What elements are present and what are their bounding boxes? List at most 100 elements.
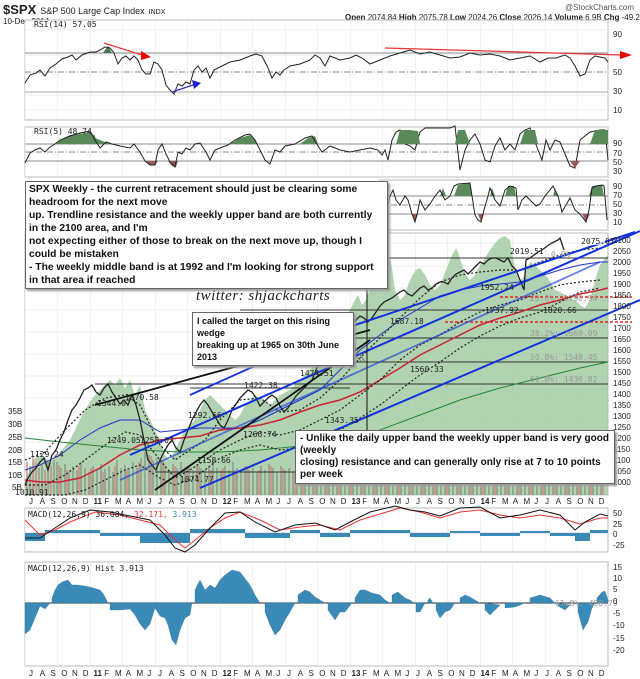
low-label: Low xyxy=(450,13,467,22)
svg-text:-15: -15 xyxy=(613,634,625,643)
x-tick: 11 xyxy=(94,497,103,506)
main-annotation: SPX Weekly - the current retracement sho… xyxy=(25,181,388,289)
x-tick: O xyxy=(448,669,454,678)
x-tick: 11 xyxy=(94,669,103,678)
x-tick: A xyxy=(427,497,433,506)
svg-text:1150: 1150 xyxy=(613,445,631,454)
svg-text:2019.51: 2019.51 xyxy=(510,247,544,256)
x-tick: O xyxy=(61,497,67,506)
x-tick: J xyxy=(287,497,291,506)
svg-text:2050: 2050 xyxy=(613,247,631,256)
high-value: 2075.78 xyxy=(418,13,448,22)
low-value: 2024.26 xyxy=(468,13,498,22)
svg-text:-10: -10 xyxy=(613,621,625,630)
x-tick: A xyxy=(384,497,390,506)
x-tick: O xyxy=(319,497,325,506)
svg-text:1952.24: 1952.24 xyxy=(480,283,514,292)
svg-text:1560.33: 1560.33 xyxy=(410,365,444,374)
svg-text:1158.66: 1158.66 xyxy=(197,456,231,465)
svg-text:38.2%: 1660.09: 38.2%: 1660.09 xyxy=(530,329,598,338)
svg-text:50.0%: 1548.45: 50.0%: 1548.45 xyxy=(530,353,598,362)
svg-text:1370.58: 1370.58 xyxy=(125,393,159,402)
volume-value: 6.9B xyxy=(585,13,602,22)
svg-text:1950: 1950 xyxy=(613,269,631,278)
x-tick: N xyxy=(201,497,207,506)
x-tick: M xyxy=(137,669,144,678)
macd-axis: 50 25 0 -25 xyxy=(613,509,625,550)
svg-text:1249.05: 1249.05 xyxy=(107,436,141,445)
x-tick: J xyxy=(416,497,420,506)
hist-bars xyxy=(24,569,609,646)
svg-text:1129.24: 1129.24 xyxy=(30,450,64,459)
x-tick: J xyxy=(158,669,162,678)
band-annotation: - Unlike the daily upper band the weekly… xyxy=(295,430,615,484)
x-tick: S xyxy=(51,669,56,678)
x-tick: J xyxy=(534,669,538,678)
x-tick: N xyxy=(588,497,594,506)
x-tick: J xyxy=(416,669,420,678)
chg-value: -49.23 (-2.37%) xyxy=(621,13,640,22)
svg-text:1343.35: 1343.35 xyxy=(325,416,359,425)
x-tick: D xyxy=(470,669,476,678)
x-tick: M xyxy=(137,497,144,506)
x-tick: J xyxy=(29,669,33,678)
svg-text:1450: 1450 xyxy=(613,379,631,388)
svg-text:1820.66: 1820.66 xyxy=(543,306,577,315)
svg-text:1266.74: 1266.74 xyxy=(243,430,277,439)
rsi14-axis: 90 50 30 10 xyxy=(613,30,622,115)
x-axis-bottom: J A S O N D 11 F M A M J J A S O N D 12 F M A M J J A S O N D 13 F M A M J J… xyxy=(29,669,605,678)
x-tick: M xyxy=(244,669,251,678)
macd-panel xyxy=(24,505,609,553)
svg-text:-25: -25 xyxy=(613,541,625,550)
rsi5-panel xyxy=(24,125,609,178)
close-value: 2026.14 xyxy=(523,13,553,22)
x-tick: J xyxy=(158,497,162,506)
x-tick: M xyxy=(502,669,509,678)
x-tick: F xyxy=(491,497,496,506)
x-tick: D xyxy=(83,497,89,506)
x-tick: M xyxy=(115,497,122,506)
x-tick: F xyxy=(104,497,109,506)
x-tick: N xyxy=(459,497,465,506)
x-tick: O xyxy=(190,669,196,678)
x-tick: N xyxy=(72,497,78,506)
x-tick: N xyxy=(201,669,207,678)
x-tick: A xyxy=(40,497,46,506)
macd-label: MACD(12,26,9) 36.084, 32.171, 3.913 xyxy=(28,510,197,519)
svg-text:0: 0 xyxy=(613,597,618,606)
svg-text:15B: 15B xyxy=(8,458,22,467)
svg-text:1850: 1850 xyxy=(613,291,631,300)
svg-text:10B: 10B xyxy=(8,471,22,480)
x-tick: A xyxy=(556,497,562,506)
svg-text:90: 90 xyxy=(613,139,622,148)
x-tick: O xyxy=(61,669,67,678)
x-tick: A xyxy=(513,669,519,678)
x-tick: O xyxy=(319,669,325,678)
x-tick: N xyxy=(330,669,336,678)
x-tick: J xyxy=(276,669,280,678)
svg-text:0.0%: 0.0% xyxy=(551,250,570,259)
svg-text:90: 90 xyxy=(613,182,622,191)
x-tick: A xyxy=(40,669,46,678)
x-tick: J xyxy=(545,669,549,678)
exchange: INDX xyxy=(148,9,166,16)
svg-text:1474.51: 1474.51 xyxy=(300,369,334,378)
x-tick: 14 xyxy=(481,669,490,678)
x-tick: J xyxy=(287,669,291,678)
svg-text:30B: 30B xyxy=(8,420,22,429)
x-tick: J xyxy=(147,669,151,678)
svg-text:30: 30 xyxy=(613,87,622,96)
x-tick: A xyxy=(298,669,304,678)
svg-text:1600: 1600 xyxy=(613,346,631,355)
ohlc-bar: Open 2074.84 High 2075.78 Low 2024.26 Cl… xyxy=(345,13,640,22)
svg-text:30: 30 xyxy=(613,167,622,176)
svg-text:2075.07: 2075.07 xyxy=(581,237,615,246)
x-tick: A xyxy=(384,669,390,678)
x-tick: S xyxy=(180,669,185,678)
svg-text:1292.66: 1292.66 xyxy=(188,411,222,420)
svg-text:1344.07: 1344.07 xyxy=(97,399,131,408)
x-tick: D xyxy=(341,497,347,506)
x-tick: J xyxy=(147,497,151,506)
x-tick: N xyxy=(330,497,336,506)
x-axis-top: J A S O N D 11 F M A M J J A S O N D 12 F M A M J J A S O N D 13 F M A M J J… xyxy=(29,497,605,506)
